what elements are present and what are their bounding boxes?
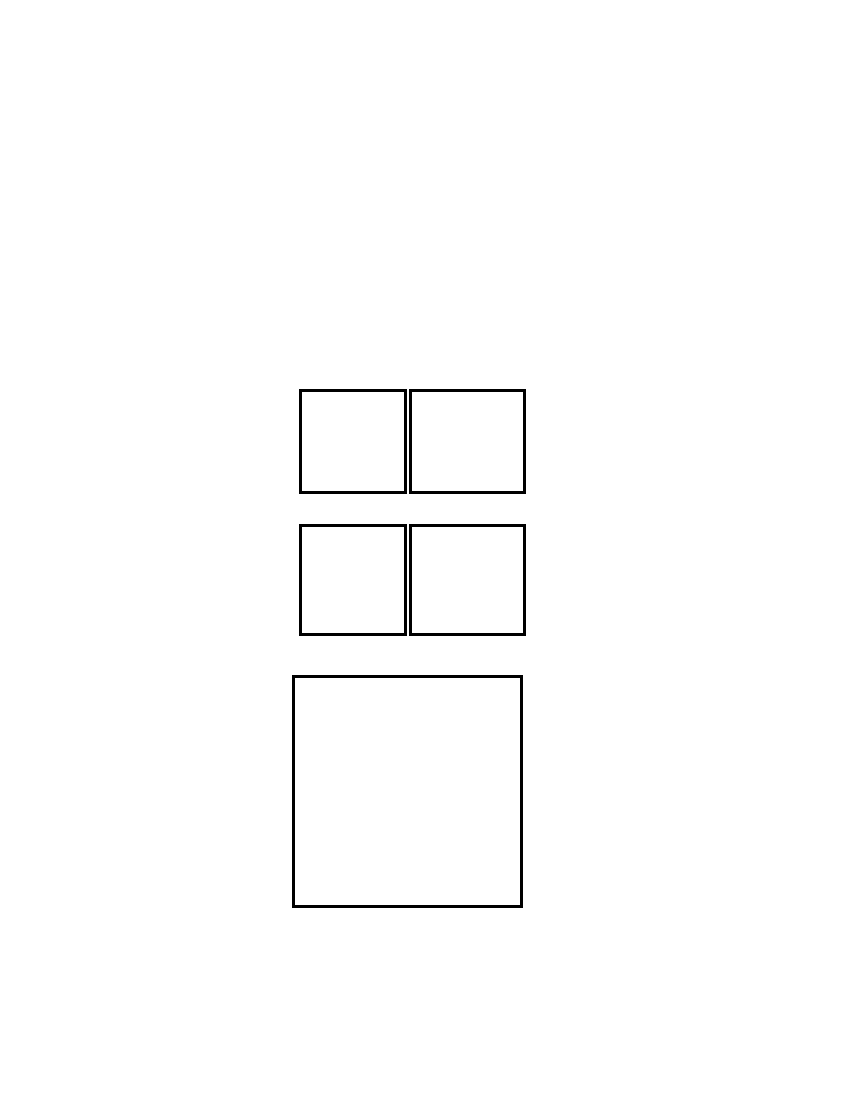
particle-motion-original bbox=[302, 527, 398, 627]
window-waveform-box-original bbox=[299, 389, 407, 494]
window-waveform-box-corrected bbox=[409, 389, 526, 494]
particle-motion-box-original bbox=[299, 524, 407, 636]
particle-motion-corrected bbox=[412, 527, 517, 627]
window-waveform-original bbox=[302, 392, 398, 485]
fast-direction-axis-label bbox=[240, 691, 258, 891]
waveform-panel bbox=[280, 160, 535, 355]
misfit-contour-map bbox=[295, 678, 595, 828]
window-waveform-corrected bbox=[412, 392, 517, 485]
particle-motion-box-corrected bbox=[409, 524, 526, 636]
